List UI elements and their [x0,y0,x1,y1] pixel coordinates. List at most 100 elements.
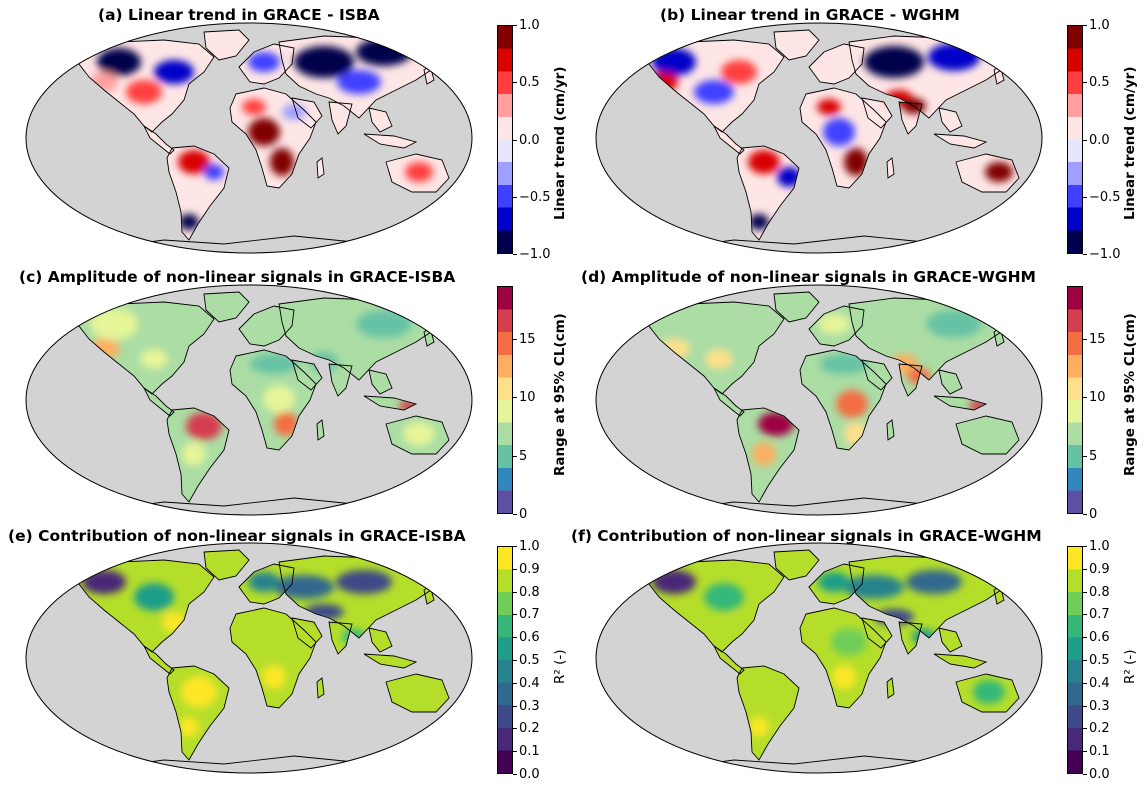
coastline-arabia [861,359,893,391]
map-frame [25,542,473,774]
data-patch [261,628,297,656]
colorbar-tick-label: −1.0 [1089,247,1121,262]
colorbar-tick-label: 5 [519,448,528,464]
colorbar-tick-label: 0.6 [519,630,540,646]
data-patch [97,48,141,76]
data-patch [248,118,280,146]
colorbar-tick-label: 1.0 [1089,18,1110,33]
colorbar-tick-label: 1.0 [519,539,540,554]
colorbar-tick-label: 0.0 [519,132,540,148]
colorbar-tick-label: 0 [1089,507,1098,522]
coastline-africa [229,87,317,189]
colorbar-tick-mark [513,568,517,570]
colorbar-label: Linear trend (cm/yr) [552,65,568,220]
coastline-australia [955,673,1020,713]
data-patch [274,575,334,599]
coastline-greenland [203,29,250,61]
coastline-india [898,621,923,655]
colorbar-tick-label: 0.4 [519,675,540,691]
data-patch [906,570,962,594]
data-patch [134,583,174,611]
data-patch [818,314,850,334]
panel-d: (d) Amplitude of non-linear signals in G… [573,262,1147,524]
colorbar-tick-label: 1.0 [1089,539,1110,554]
colorbar-tick-mark [1083,338,1087,340]
coastline-australia [955,415,1020,455]
colorbar-tick-label: 0.2 [519,721,540,737]
colorbar-tick-mark [1083,637,1087,639]
data-patch [337,70,381,94]
coastline-arabia [291,617,323,649]
coastline-central-america [142,644,175,675]
coastline-central-america [142,386,175,417]
data-patch [694,80,734,104]
colorbar-trend [1067,25,1083,254]
data-patch [928,43,980,71]
colorbar-r2 [1067,546,1083,774]
colorbar-tick-label: 0.0 [519,767,540,782]
world-map [25,542,473,774]
coastline-south-america [166,145,230,241]
data-patch [752,442,776,466]
data-patch [274,412,298,436]
data-patch [181,676,217,708]
coastline-australia [385,673,450,713]
colorbar-tick-mark [513,705,517,707]
coastline-north-america [78,559,215,653]
colorbar-tick-label: 0.0 [1089,767,1110,782]
data-patch [356,38,412,66]
data-patch [82,570,126,594]
colorbar-tick-mark [1083,751,1087,753]
coastline-se-asia [938,369,963,395]
data-patch [860,313,928,345]
colorbar-tick-label: −0.5 [519,189,551,205]
colorbar-tick-label: 1.0 [519,18,540,33]
data-patch [178,150,210,174]
colorbar-tick-mark [1083,546,1087,547]
coastline-central-america [712,386,745,417]
coastline-greenland [203,291,250,323]
coastline-central-america [712,644,745,675]
colorbar-tick-label: 10 [1089,390,1106,406]
panel-title: (f) Contribution of non-linear signals i… [571,527,1042,545]
coastline-madagascar [316,419,325,441]
data-patch [262,665,286,689]
coastline-south-america [736,665,800,761]
colorbar-tick-mark [1083,728,1087,730]
panel-a: (a) Linear trend in GRACE - ISBA [0,0,573,262]
coastline-se-asia [938,107,963,133]
coastline-australia [385,415,450,455]
colorbar-tick-mark [1083,196,1087,198]
data-patch [660,308,708,340]
data-patch [818,572,850,592]
data-patch [248,314,280,334]
panel-c: (c) Amplitude of non-linear signals in G… [0,262,573,524]
data-patch [282,104,306,120]
colorbar-tick-mark [513,25,517,26]
colorbar-trend [497,25,513,254]
colorbar-tick-label: 0.5 [519,75,540,91]
colorbar-tick-mark [513,774,517,775]
data-patch [405,162,433,182]
colorbar-amp [497,286,513,514]
colorbar-tick-label: 0.8 [1089,584,1110,600]
data-patch [248,572,280,592]
coastline-south-america [166,407,230,503]
coastline-se-asia [368,369,393,395]
colorbar-tick-mark [1083,682,1087,684]
colorbar-label: Range at 95% CL(cm) [552,313,568,476]
data-patch [777,167,801,187]
colorbar-tick-mark [1083,455,1087,457]
colorbar-tick-mark [513,751,517,753]
colorbar-tick-label: 0.5 [1089,75,1110,91]
coastline-australia [955,153,1020,193]
colorbar-tick-label: 0.5 [519,653,540,668]
data-patch [820,354,868,374]
colorbar-tick-mark [513,338,517,340]
data-patch [652,570,696,594]
data-patch [179,214,199,230]
colorbar-label: R² (-) [552,649,568,685]
data-patch [985,162,1013,182]
data-patch [817,99,841,115]
coastline-se-asia [938,627,963,653]
